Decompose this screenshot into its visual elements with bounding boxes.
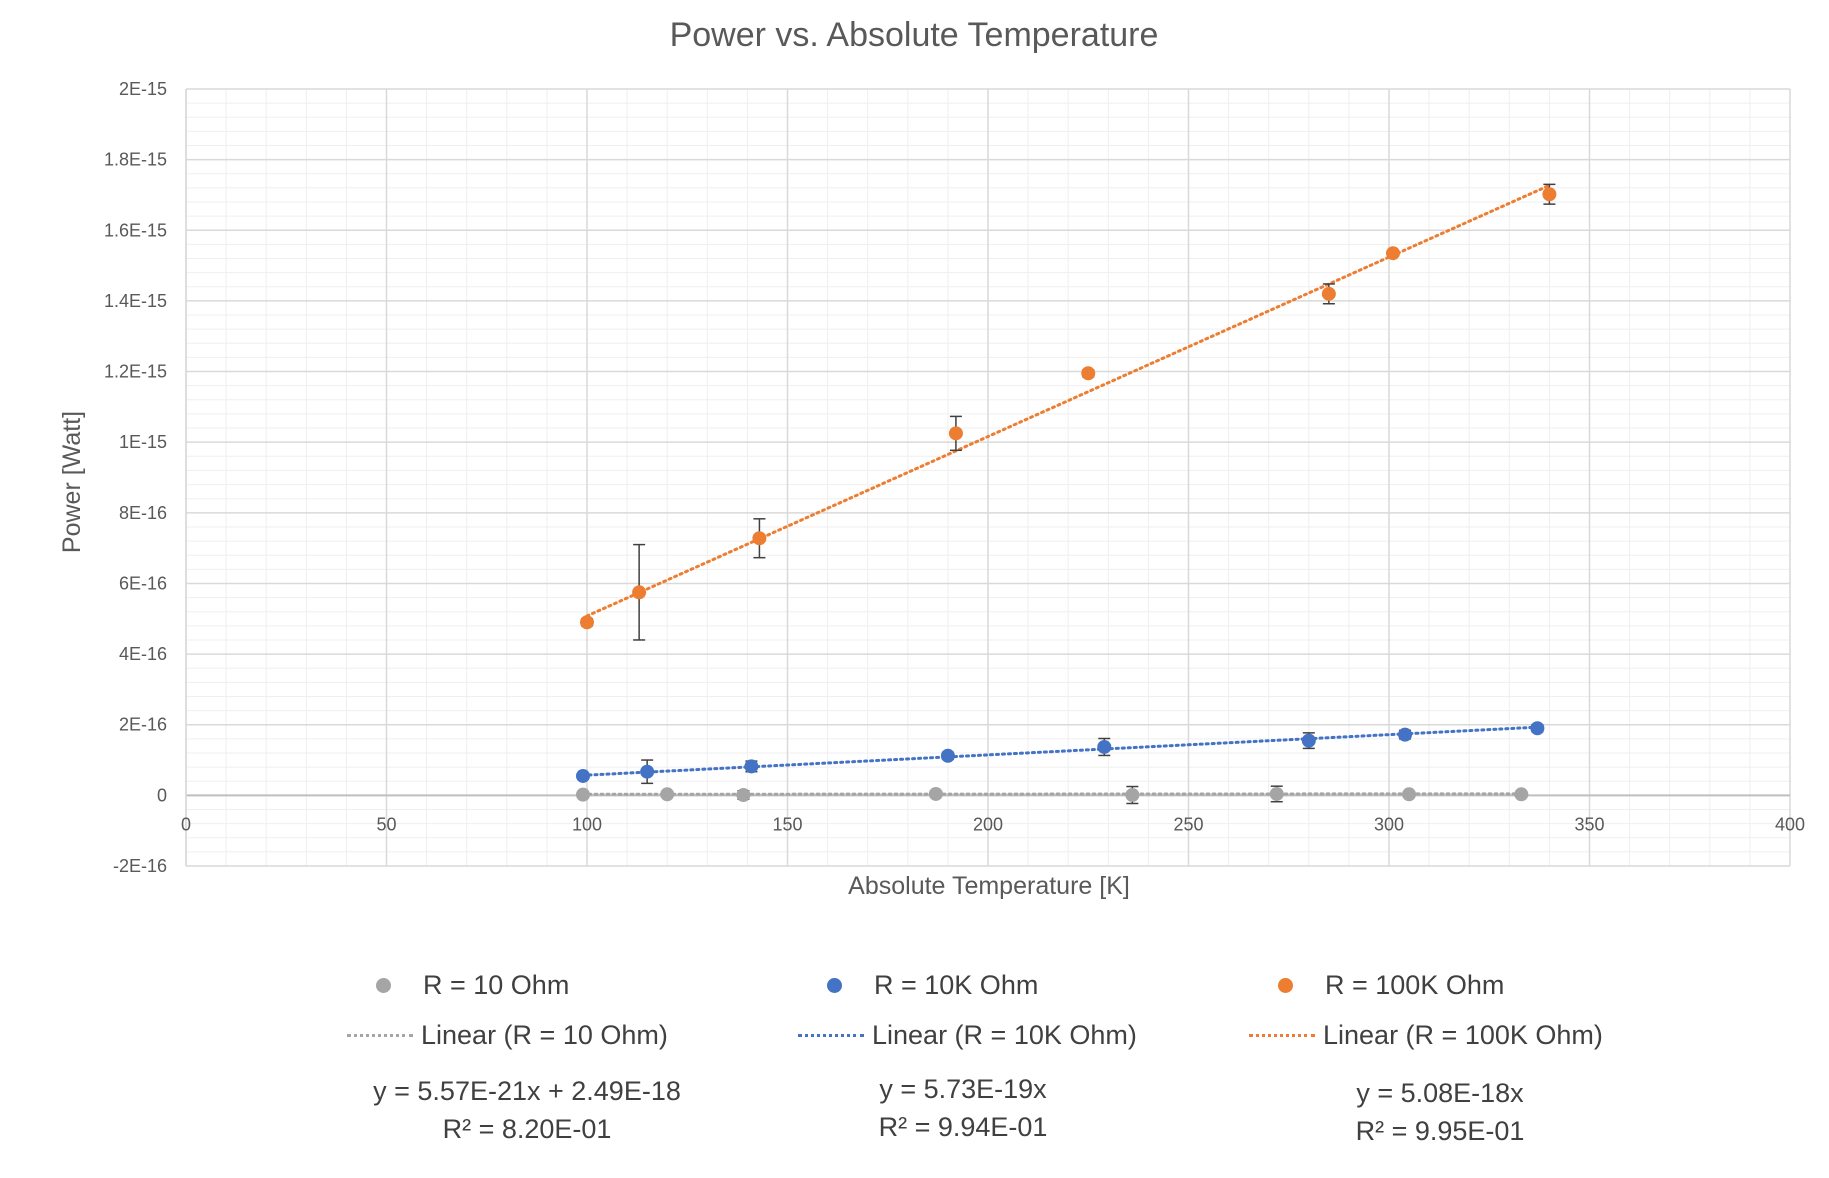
data-point [575, 768, 590, 783]
y-tick-label: 1.2E-15 [104, 362, 167, 382]
dotted-line-icon [347, 1033, 413, 1037]
data-point [1402, 787, 1417, 802]
data-point [640, 764, 655, 779]
data-point [736, 788, 751, 803]
data-point [1398, 727, 1413, 742]
data-point [1386, 246, 1401, 261]
legend-entry-linear-10-ohm: Linear (R = 10 Ohm) [347, 1010, 867, 1060]
y-tick-label: 8E-16 [119, 503, 167, 523]
legend-label: R = 100K Ohm [1325, 969, 1505, 1000]
x-tick-label: 200 [973, 814, 1003, 834]
data-point [1301, 733, 1316, 748]
y-tick-label: 0 [157, 785, 167, 805]
dotted-line-icon [1249, 1033, 1315, 1037]
circle-marker-icon [376, 977, 391, 993]
legend-label: Linear (R = 100K Ohm) [1323, 1019, 1603, 1050]
data-point [1125, 788, 1140, 803]
trendlines [581, 183, 1551, 796]
tick-labels: 0 50 100 150 200 250 300 350 400 -2E-16 0 2E-16 4E-1… [104, 79, 1805, 876]
data-points [575, 187, 1557, 803]
data-point [575, 787, 590, 802]
y-tick-label: 1E-15 [119, 432, 167, 452]
y-axis-label: Power [Watt] [58, 411, 86, 553]
data-point [632, 585, 647, 600]
data-point [752, 531, 767, 546]
x-tick-label: 100 [572, 814, 602, 834]
legend-label: Linear (R = 10K Ohm) [872, 1019, 1137, 1050]
y-tick-label: 2E-16 [119, 715, 167, 735]
legend-label: R = 10 Ohm [423, 969, 570, 1000]
legend: R = 10 Ohm Linear (R = 10 Ohm) R = 10K O… [0, 960, 1829, 1170]
data-point [1081, 366, 1096, 381]
data-point [1097, 739, 1112, 754]
x-tick-label: 50 [376, 814, 396, 834]
data-point [580, 615, 594, 630]
trendline-equation: y = 5.08E-18x [1356, 1078, 1524, 1108]
x-tick-label: 150 [772, 814, 802, 834]
data-point [660, 787, 675, 802]
equation-10k-ohm: y = 5.73E-19x R² = 9.94E-01 [793, 1070, 1133, 1146]
x-tick-label: 0 [181, 814, 191, 834]
legend-entry-10k-ohm: R = 10K Ohm [798, 960, 1318, 1010]
trendline-1 [581, 725, 1539, 777]
legend-entry-10-ohm: R = 10 Ohm [347, 960, 867, 1010]
equation-10-ohm: y = 5.57E-21x + 2.49E-18 R² = 8.20E-01 [357, 1072, 697, 1148]
equation-100k-ohm: y = 5.08E-18x R² = 9.95E-01 [1270, 1074, 1610, 1150]
data-point [940, 748, 955, 763]
data-point [1514, 787, 1529, 802]
data-point [744, 759, 759, 774]
legend-entry-linear-100k-ohm: Linear (R = 100K Ohm) [1249, 1010, 1769, 1060]
data-point [1269, 786, 1284, 801]
data-point [1321, 286, 1336, 301]
x-axis-label: Absolute Temperature [K] [848, 872, 1130, 900]
legend-entry-100k-ohm: R = 100K Ohm [1249, 960, 1769, 1010]
y-tick-label: 1.6E-15 [104, 220, 167, 240]
x-tick-label: 250 [1173, 814, 1203, 834]
y-tick-label: 2E-15 [119, 79, 167, 99]
data-point [948, 426, 963, 441]
y-tick-label: 1.8E-15 [104, 150, 167, 170]
data-point [928, 786, 943, 801]
y-tick-label: 6E-16 [119, 573, 167, 593]
trendline-r2: R² = 9.94E-01 [878, 1112, 1048, 1142]
circle-marker-icon [1278, 977, 1293, 993]
dotted-line-icon [798, 1033, 864, 1037]
legend-column-100k-ohm: R = 100K Ohm Linear (R = 100K Ohm) [1249, 960, 1769, 1060]
legend-column-10-ohm: R = 10 Ohm Linear (R = 10 Ohm) [347, 960, 867, 1060]
legend-label: Linear (R = 10 Ohm) [421, 1019, 668, 1050]
trendline-r2: R² = 9.95E-01 [1355, 1116, 1525, 1146]
trendline-equation: y = 5.73E-19x [879, 1074, 1047, 1104]
data-point [1530, 721, 1545, 736]
x-tick-label: 400 [1775, 814, 1805, 834]
trendline-r2: R² = 8.20E-01 [442, 1114, 612, 1144]
legend-column-10k-ohm: R = 10K Ohm Linear (R = 10K Ohm) [798, 960, 1318, 1060]
x-tick-label: 300 [1374, 814, 1404, 834]
legend-entry-linear-10k-ohm: Linear (R = 10K Ohm) [798, 1010, 1318, 1060]
data-point [1542, 187, 1557, 202]
y-tick-label: 1.4E-15 [104, 291, 167, 311]
trendline-equation: y = 5.57E-21x + 2.49E-18 [373, 1076, 681, 1106]
x-tick-label: 350 [1574, 814, 1604, 834]
gridlines [185, 88, 1791, 867]
chart-title: Power vs. Absolute Temperature [670, 16, 1159, 54]
y-tick-label: 4E-16 [119, 644, 167, 664]
y-tick-label: -2E-16 [113, 856, 167, 876]
circle-marker-icon [827, 977, 842, 993]
legend-label: R = 10K Ohm [874, 969, 1039, 1000]
